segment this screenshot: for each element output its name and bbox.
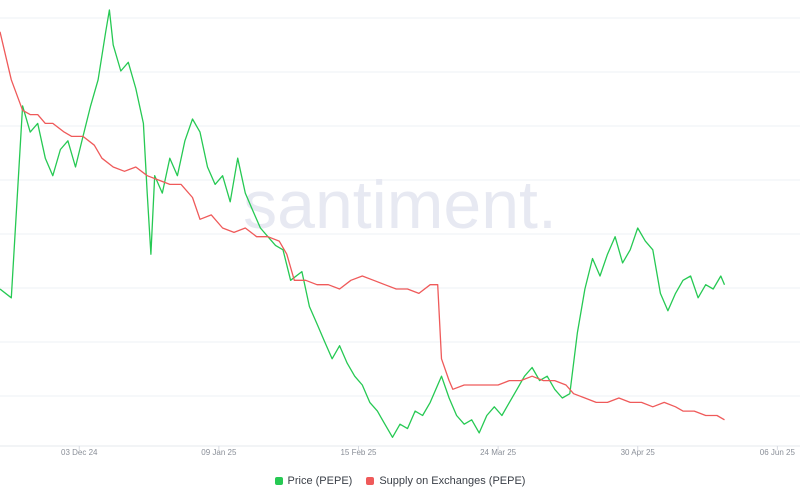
x-tick-label: 09 Jan 25 xyxy=(201,448,237,457)
legend-item-price[interactable]: Price (PEPE) xyxy=(274,475,353,487)
x-tick-label: 30 Apr 25 xyxy=(621,448,656,457)
x-tick-label: 24 Mar 25 xyxy=(480,448,517,457)
x-tick-label: 06 Jun 25 xyxy=(760,448,796,457)
chart-canvas: santiment. 03 Dec 24 09 Jan 25 15 Feb 25 24… xyxy=(0,9,800,457)
legend-swatch-price xyxy=(274,477,283,485)
supply-on-exchanges-line xyxy=(0,31,725,421)
legend-item-supply[interactable]: Supply on Exchanges (PEPE) xyxy=(366,475,525,487)
x-axis-ticks: 03 Dec 24 09 Jan 25 15 Feb 25 24 Mar 25 30 A… xyxy=(61,446,795,457)
legend-label-price: Price (PEPE) xyxy=(287,475,353,487)
legend-swatch-supply xyxy=(366,477,375,485)
gridlines xyxy=(0,17,800,397)
x-tick-label: 15 Feb 25 xyxy=(340,448,377,457)
watermark-text: santiment. xyxy=(243,167,557,243)
price-line xyxy=(0,9,726,438)
series-lines xyxy=(0,9,726,438)
chart-legend: Price (PEPE) Supply on Exchanges (PEPE) xyxy=(0,472,800,490)
legend-label-supply: Supply on Exchanges (PEPE) xyxy=(379,475,526,487)
x-tick-label: 03 Dec 24 xyxy=(61,448,98,457)
